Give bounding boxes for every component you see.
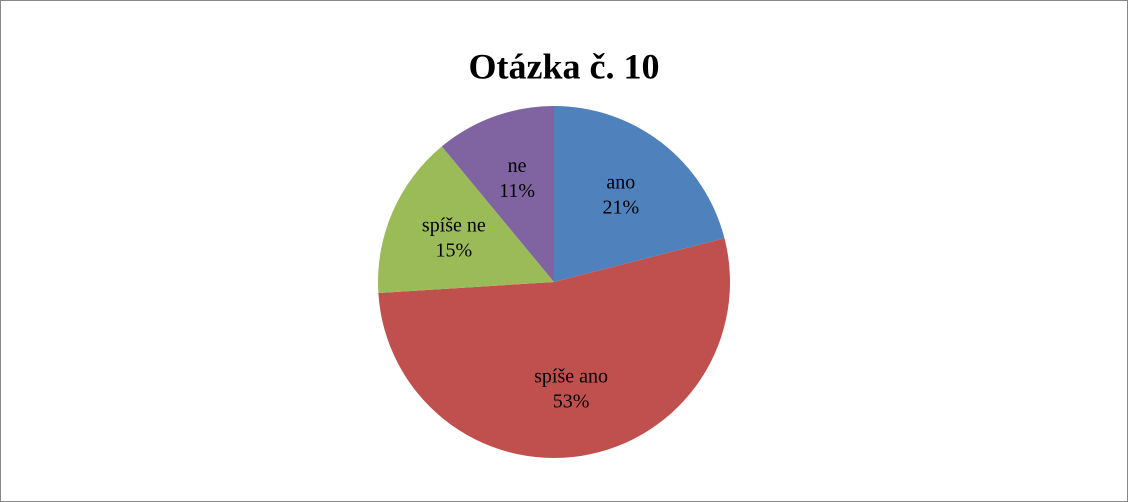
data-label-value: 21% bbox=[603, 196, 640, 218]
pie-slice bbox=[441, 106, 554, 282]
data-label-category: spíše ano bbox=[534, 365, 608, 387]
data-label-value: 53% bbox=[553, 390, 590, 412]
data-label-category: spíše ne bbox=[422, 214, 486, 236]
data-label-category: ne bbox=[508, 155, 527, 177]
chart-title: Otázka č. 10 bbox=[469, 46, 660, 86]
pie-slice bbox=[378, 146, 554, 294]
pie-slice bbox=[378, 238, 730, 458]
data-label-category: ano bbox=[606, 171, 635, 193]
data-label-value: 11% bbox=[499, 180, 535, 202]
data-label-value: 15% bbox=[436, 239, 473, 261]
pie-slice bbox=[554, 106, 725, 282]
